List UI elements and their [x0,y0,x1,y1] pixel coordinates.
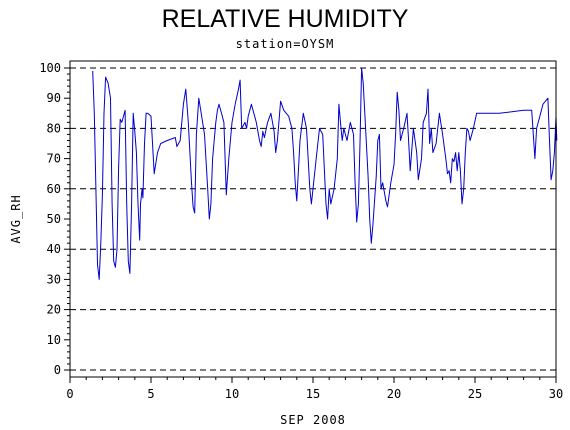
x-tick-label: 10 [225,387,239,401]
x-tick-label: 25 [468,387,482,401]
y-tick-label: 30 [47,272,61,286]
reference-lines [70,67,556,371]
y-tick-label: 90 [47,91,61,105]
x-tick-label: 30 [549,387,563,401]
y-tick-label: 70 [47,152,61,166]
y-tick-label: 60 [47,182,61,196]
series-layer [92,67,558,280]
y-tick-label: 80 [47,121,61,135]
x-tick-label: 5 [147,387,154,401]
y-tick-label: 40 [47,242,61,256]
series-line [92,67,558,280]
x-tick-label: 15 [306,387,320,401]
y-tick-label: 100 [39,61,61,75]
y-tick-label: 10 [47,333,61,347]
plot-frame [69,60,557,378]
x-tick-label: 0 [66,387,73,401]
y-tick-label: 0 [54,363,61,377]
axis-ticks: 0 10 20 30 40 50 60 70 80 90 100 0 5 10 15 20 25 30 [39,61,563,401]
y-tick-label: 50 [47,212,61,226]
chart-title: RELATIVE HUMIDITY [161,5,409,33]
x-tick-label: 20 [387,387,401,401]
x-axis-label: SEP 2008 [280,413,346,427]
y-tick-label: 20 [47,303,61,317]
y-axis-label: AVG_RH [9,194,23,243]
chart-subtitle: station=OYSM [235,37,335,51]
